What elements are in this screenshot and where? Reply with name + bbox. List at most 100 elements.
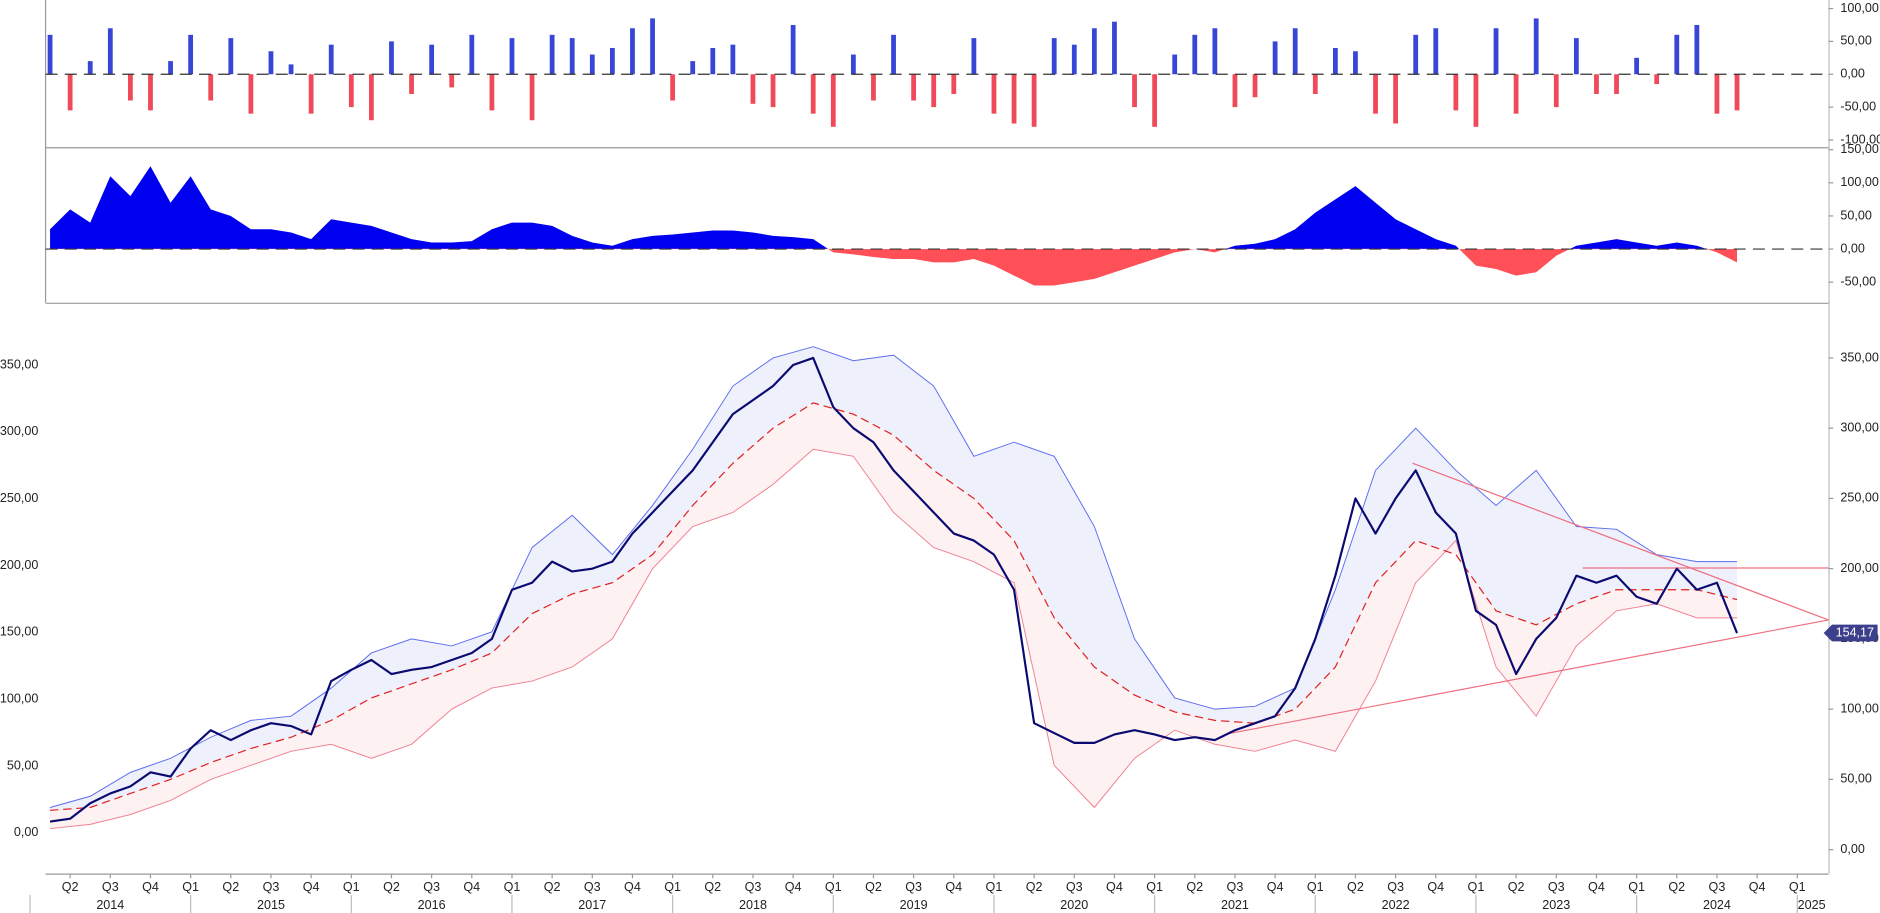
- x-tick-label: Q3: [263, 880, 280, 894]
- histogram-bar: [1634, 57, 1640, 75]
- y-tick-label: 0,00: [1840, 241, 1864, 255]
- histogram-bar: [1152, 74, 1158, 127]
- y-tick-label: 0,00: [14, 825, 38, 839]
- y-tick-label: 0,00: [1840, 842, 1864, 856]
- year-label: 2015: [257, 898, 285, 912]
- x-tick-label: Q3: [1387, 880, 1404, 894]
- y-tick-label: 250,00: [1840, 491, 1878, 505]
- x-tick-label: Q4: [624, 880, 641, 894]
- y-tick-label: 250,00: [0, 491, 38, 505]
- histogram-bar: [850, 54, 856, 75]
- year-label: 2016: [418, 898, 446, 912]
- histogram-bar: [1172, 54, 1178, 75]
- x-tick-label: Q2: [544, 880, 561, 894]
- x-tick-label: Q4: [303, 880, 320, 894]
- histogram-bar: [1714, 74, 1720, 114]
- histogram-bar: [1654, 74, 1660, 85]
- histogram-bar: [1433, 28, 1439, 75]
- x-tick-label: Q2: [383, 880, 400, 894]
- histogram-bar: [1393, 74, 1399, 124]
- histogram-bar: [690, 61, 696, 75]
- x-tick-label: Q2: [1668, 880, 1685, 894]
- x-tick-label: Q3: [584, 880, 601, 894]
- y-tick-label: 150,00: [0, 625, 38, 639]
- histogram-bar: [127, 74, 133, 101]
- price-tag: [1823, 624, 1878, 642]
- histogram-bar: [1353, 51, 1358, 75]
- year-label: 2025: [1798, 898, 1826, 912]
- histogram-bar: [991, 74, 997, 114]
- y-tick-label: 50,00: [1840, 772, 1871, 786]
- histogram-bar: [1493, 28, 1499, 75]
- histogram-bar: [1734, 74, 1740, 111]
- histogram-bar: [449, 74, 455, 88]
- histogram-bar: [348, 74, 354, 108]
- histogram-bar: [609, 47, 615, 75]
- area-positive: [50, 166, 1707, 249]
- histogram-bar: [288, 64, 294, 75]
- x-tick-label: Q2: [704, 880, 721, 894]
- year-label: 2023: [1542, 898, 1570, 912]
- histogram-bar: [589, 54, 595, 75]
- y-tick-label: 0,00: [1840, 67, 1864, 81]
- x-tick-label: Q1: [1146, 880, 1163, 894]
- y-tick-label: 300,00: [1840, 421, 1878, 435]
- histogram-bar: [1292, 28, 1298, 75]
- y-tick-label: 350,00: [1840, 350, 1878, 364]
- histogram-bar: [529, 74, 535, 121]
- histogram-bar: [730, 44, 736, 75]
- histogram-bar: [710, 47, 716, 75]
- lower-band-fill: [50, 402, 1738, 829]
- histogram-bar: [429, 44, 435, 75]
- year-label: 2024: [1703, 898, 1731, 912]
- histogram-bar: [1272, 41, 1278, 75]
- trendline: [1412, 462, 1829, 621]
- y-tick-label: -50,00: [1840, 99, 1876, 113]
- histogram-bar: [569, 38, 575, 75]
- histogram-bar: [1373, 74, 1378, 114]
- histogram-bar: [1232, 74, 1238, 108]
- x-tick-label: Q4: [1588, 880, 1605, 894]
- histogram-bar: [770, 74, 776, 108]
- histogram-bar: [1252, 74, 1258, 98]
- x-tick-label: Q4: [1749, 880, 1766, 894]
- y-tick-label: 200,00: [1840, 561, 1878, 575]
- y-tick-label: -50,00: [1840, 275, 1876, 289]
- x-tick-label: Q2: [1347, 880, 1364, 894]
- histogram-bar: [1473, 74, 1479, 127]
- y-tick-label: 300,00: [0, 424, 38, 438]
- histogram-bar: [1132, 74, 1137, 108]
- lower-band: [50, 448, 1738, 830]
- histogram-bar: [1573, 38, 1579, 75]
- year-label: 2017: [578, 898, 606, 912]
- histogram-bar: [107, 28, 113, 75]
- price-tag-label: 154,17: [1836, 625, 1874, 639]
- y-tick-label: 200,00: [0, 558, 38, 572]
- histogram-bar: [268, 51, 274, 75]
- year-label: 2019: [900, 898, 928, 912]
- histogram-bar: [1694, 24, 1700, 75]
- histogram-bar: [830, 74, 836, 127]
- histogram-bar: [87, 61, 93, 75]
- histogram-bar: [891, 34, 896, 75]
- histogram-bar: [911, 74, 917, 101]
- y-tick-label: 350,00: [0, 357, 38, 371]
- year-label: 2022: [1382, 898, 1410, 912]
- x-tick-label: Q3: [1066, 880, 1083, 894]
- histogram-bar: [1112, 21, 1117, 75]
- x-tick-label: Q4: [1427, 880, 1444, 894]
- x-tick-label: Q4: [1267, 880, 1284, 894]
- histogram-bar: [1031, 74, 1037, 127]
- moving-average: [50, 402, 1738, 811]
- y-tick-label: -100,00: [1840, 132, 1880, 146]
- x-tick-label: Q2: [222, 880, 239, 894]
- x-tick-label: Q1: [343, 880, 360, 894]
- histogram-bar: [1533, 18, 1539, 75]
- x-tick-label: Q3: [102, 880, 119, 894]
- year-label: 2014: [96, 898, 124, 912]
- x-tick-label: Q1: [664, 880, 681, 894]
- y-tick-label: 50,00: [1840, 34, 1871, 48]
- histogram-bar: [148, 74, 153, 111]
